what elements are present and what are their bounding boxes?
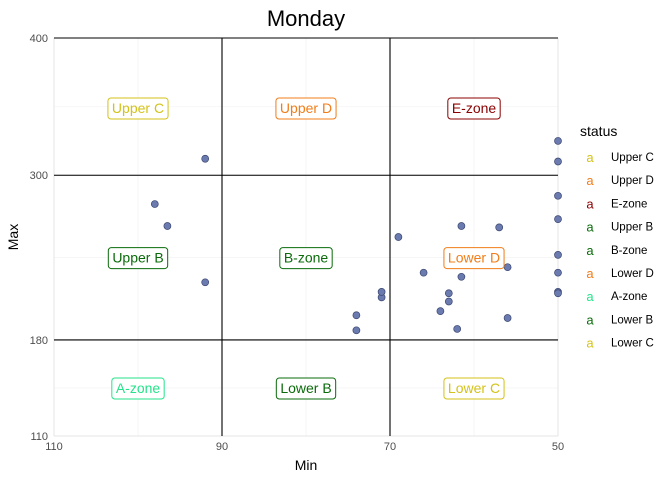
legend-label: Upper B <box>611 222 654 234</box>
legend-label: B-zone <box>611 245 647 257</box>
legend-key: a <box>586 243 594 258</box>
legend-label: Lower D <box>611 268 654 280</box>
legend-label: E-zone <box>611 198 647 210</box>
data-point <box>150 200 159 208</box>
legend-item: a Lower C <box>586 336 653 351</box>
y-tick-label: 400 <box>30 33 48 45</box>
zone-label-box <box>443 377 505 400</box>
zone-label-text: Upper C <box>112 100 164 116</box>
data-point <box>453 325 462 333</box>
y-tick-label: 300 <box>30 170 48 182</box>
zone-label: Lower C <box>443 377 505 400</box>
data-point <box>554 157 562 166</box>
zone-label-text: B-zone <box>284 250 329 266</box>
legend-key: a <box>586 173 594 188</box>
zone-label-text: Lower B <box>280 380 331 396</box>
legend-label: Upper C <box>611 152 654 164</box>
data-point <box>457 272 466 281</box>
zone-label-box <box>107 247 169 270</box>
data-point <box>554 268 562 277</box>
zone-label: Upper C <box>107 97 169 120</box>
legend-key: a <box>586 220 594 235</box>
legend-item: a Lower B <box>586 312 653 327</box>
legend-item: a A-zone <box>586 289 647 304</box>
zone-label: A-zone <box>111 377 165 400</box>
data-point <box>352 311 361 320</box>
legend-key: a <box>586 150 594 165</box>
zone-label-box <box>111 377 165 400</box>
zone-label-box <box>447 97 501 120</box>
data-point <box>495 223 504 232</box>
legend-key: a <box>586 289 594 304</box>
x-tick-label: 70 <box>384 441 396 453</box>
legend-key: a <box>586 312 594 327</box>
zone-label-box <box>275 97 337 120</box>
data-point <box>444 297 453 306</box>
legend-key: a <box>586 336 594 351</box>
data-point <box>554 289 562 298</box>
data-point <box>554 215 562 224</box>
zone-label-box <box>107 97 169 120</box>
zone-label-box <box>279 247 333 270</box>
data-point <box>554 250 562 259</box>
data-point <box>503 314 512 322</box>
data-point <box>377 288 386 296</box>
legend-label: A-zone <box>611 291 647 303</box>
zone-label: E-zone <box>447 97 501 120</box>
zone-label-text: Lower D <box>448 250 500 266</box>
data-point <box>163 222 172 230</box>
legend-label: Lower C <box>611 338 654 350</box>
legend-key: a <box>586 196 594 211</box>
data-point <box>394 233 403 241</box>
zone-label-box <box>443 247 505 270</box>
data-point <box>436 307 445 315</box>
y-tick-label: 180 <box>30 335 48 347</box>
zone-label: B-zone <box>279 247 333 270</box>
data-point <box>554 191 562 200</box>
legend: a Upper C a Upper D a E-zone a Upper B a B-zone a L… <box>586 150 653 351</box>
y-tick-label: 110 <box>30 431 48 443</box>
data-point <box>457 222 466 230</box>
zone-label: Lower D <box>443 247 505 270</box>
zone-label-box <box>275 377 337 400</box>
zone-label-text: E-zone <box>452 100 497 116</box>
data-point <box>419 268 428 277</box>
x-tick-label: 50 <box>552 441 564 453</box>
zone-label-text: Lower C <box>448 380 500 396</box>
x-tick-label: 110 <box>45 441 63 453</box>
legend-item: a E-zone <box>586 196 647 211</box>
legend-label: Upper D <box>611 175 654 187</box>
legend-item: a Upper C <box>586 150 653 165</box>
legend-label: Lower B <box>611 314 654 326</box>
zone-label-text: Upper D <box>280 100 332 116</box>
legend-item: a B-zone <box>586 243 647 258</box>
data-point <box>352 326 361 335</box>
legend-item: a Upper B <box>586 220 653 235</box>
legend-item: a Upper D <box>586 173 653 188</box>
legend-key: a <box>586 266 594 281</box>
plot-area: 110 90 70 50 110 180 300 400 Upper C Upper D E-zon… <box>30 33 564 453</box>
zone-label-text: Upper B <box>112 250 163 266</box>
data-point <box>444 289 453 298</box>
zone-label-text: A-zone <box>116 380 161 396</box>
chart-title: Monday <box>267 6 345 31</box>
data-point <box>201 154 210 163</box>
zone-label: Upper B <box>107 247 169 270</box>
legend-title: status <box>580 123 617 139</box>
x-axis-label: Min <box>295 457 318 473</box>
legend-item: a Lower D <box>586 266 653 281</box>
zone-label: Upper D <box>275 97 337 120</box>
x-tick-label: 90 <box>216 441 228 453</box>
data-point <box>554 137 562 145</box>
y-axis-label: Max <box>5 224 21 250</box>
zone-label: Lower B <box>275 377 337 400</box>
data-point <box>201 278 210 287</box>
data-point <box>503 263 512 272</box>
